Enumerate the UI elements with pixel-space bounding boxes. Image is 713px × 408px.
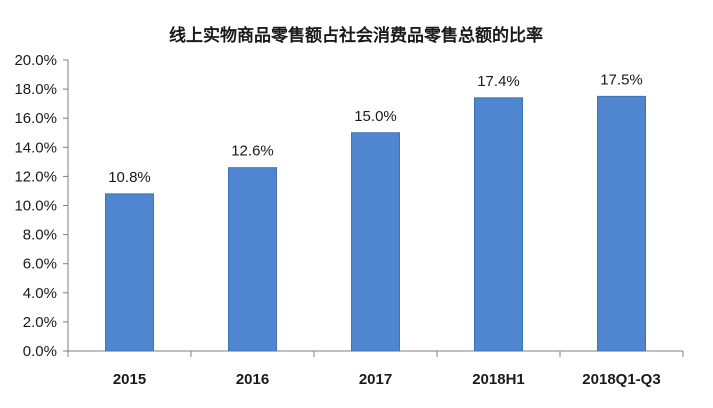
data-label: 17.4% (477, 73, 520, 90)
y-tick-label: 16.0% (14, 110, 57, 127)
data-label: 17.5% (600, 71, 643, 88)
data-label: 12.6% (231, 143, 274, 160)
x-category-label: 2015 (113, 371, 146, 388)
y-tick-label: 8.0% (23, 227, 57, 244)
y-tick-label: 4.0% (23, 285, 57, 302)
chart-title: 线上实物商品零售额占社会消费品零售总额的比率 (169, 25, 543, 46)
data-label: 10.8% (108, 169, 151, 186)
bar-2017 (351, 132, 400, 352)
x-category-label: 2016 (236, 371, 269, 388)
x-category-label: 2017 (359, 371, 392, 388)
y-tick-label: 12.0% (14, 168, 57, 185)
y-tick-label: 18.0% (14, 81, 57, 98)
y-tick-label: 6.0% (23, 256, 57, 273)
y-tick-label: 2.0% (23, 314, 57, 331)
x-category-label: 2018H1 (472, 371, 525, 388)
bar-2016 (228, 167, 277, 352)
bar-2018q1-q3 (597, 95, 646, 352)
y-tick-label: 14.0% (14, 139, 57, 156)
y-tick-label: 10.0% (14, 198, 57, 215)
data-label: 15.0% (354, 108, 397, 125)
plot-area: 0.0% 2.0% 4.0% 6.0% 8.0% 10.0% 12.0% 14.0% 16.0%… (14, 52, 684, 388)
y-tick-label: 0.0% (23, 343, 57, 360)
y-tick-label: 20.0% (14, 52, 57, 69)
bar-2015 (105, 193, 154, 352)
bar-2018h1 (474, 97, 523, 352)
x-category-label: 2018Q1-Q3 (582, 371, 660, 388)
